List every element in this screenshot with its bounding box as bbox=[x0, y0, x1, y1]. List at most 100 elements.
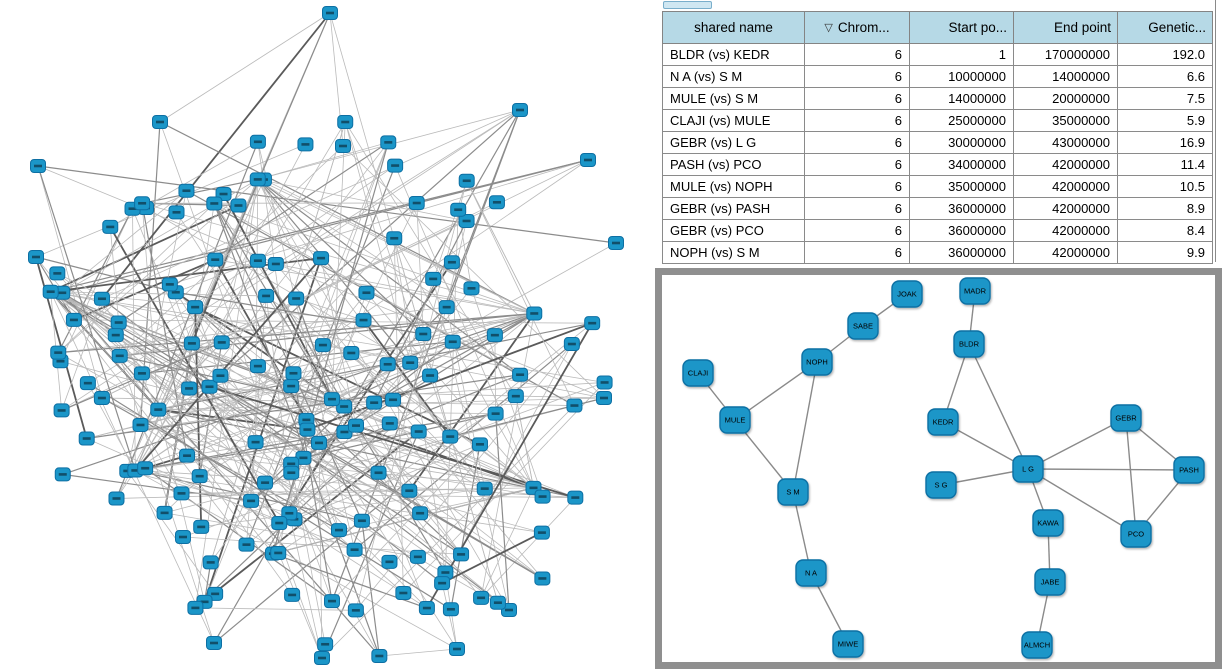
table-cell[interactable]: CLAJI (vs) MULE bbox=[662, 109, 805, 132]
network-node[interactable] bbox=[507, 389, 524, 404]
network-node-bldr[interactable]: BLDR bbox=[953, 330, 985, 358]
network-node[interactable] bbox=[288, 291, 305, 306]
horizontal-scrollbar-thumb[interactable] bbox=[663, 1, 712, 9]
network-node[interactable] bbox=[380, 135, 397, 150]
network-node[interactable] bbox=[283, 465, 300, 480]
network-node[interactable] bbox=[534, 571, 551, 586]
network-node[interactable] bbox=[336, 399, 353, 414]
network-node[interactable] bbox=[297, 137, 314, 152]
table-cell[interactable]: 36000000 bbox=[909, 219, 1014, 242]
network-node[interactable] bbox=[487, 406, 504, 421]
table-cell[interactable]: 6 bbox=[804, 197, 910, 220]
network-node[interactable] bbox=[110, 315, 127, 330]
network-node[interactable] bbox=[443, 255, 460, 270]
network-node[interactable] bbox=[444, 334, 461, 349]
network-node[interactable] bbox=[337, 115, 354, 130]
network-node[interactable] bbox=[187, 300, 204, 315]
network-node[interactable] bbox=[207, 252, 224, 267]
network-node[interactable] bbox=[347, 418, 364, 433]
network-node[interactable] bbox=[381, 416, 398, 431]
network-node[interactable] bbox=[387, 158, 404, 173]
table-cell[interactable]: 10000000 bbox=[909, 65, 1014, 88]
table-cell[interactable]: 36000000 bbox=[909, 197, 1014, 220]
table-cell[interactable]: 36000000 bbox=[909, 241, 1014, 264]
network-node-pco[interactable]: PCO bbox=[1120, 520, 1152, 548]
network-node[interactable] bbox=[284, 587, 301, 602]
network-node[interactable] bbox=[415, 326, 432, 341]
table-cell[interactable]: 6 bbox=[804, 219, 910, 242]
network-node[interactable] bbox=[409, 549, 426, 564]
table-cell[interactable]: 42000000 bbox=[1013, 219, 1118, 242]
table-row[interactable]: N A (vs) S M 6 10000000 14000000 6.6 bbox=[662, 65, 1213, 88]
network-node[interactable] bbox=[206, 196, 223, 211]
network-node[interactable] bbox=[137, 461, 154, 476]
table-cell[interactable]: 7.5 bbox=[1117, 87, 1213, 110]
network-node[interactable] bbox=[65, 312, 82, 327]
network-node-kedr[interactable]: KEDR bbox=[927, 408, 959, 436]
network-node[interactable] bbox=[156, 505, 173, 520]
network-node[interactable] bbox=[212, 368, 229, 383]
network-node[interactable] bbox=[358, 285, 375, 300]
column-header-chrom[interactable]: ▽ Chrom... bbox=[804, 11, 910, 44]
network-node[interactable] bbox=[408, 196, 425, 211]
table-cell[interactable]: 30000000 bbox=[909, 131, 1014, 154]
network-node-mule[interactable]: MULE bbox=[719, 406, 751, 434]
table-cell[interactable]: 8.9 bbox=[1117, 197, 1213, 220]
network-node[interactable] bbox=[366, 395, 383, 410]
table-row[interactable]: NOPH (vs) S M 6 36000000 42000000 9.9 bbox=[662, 241, 1213, 264]
network-node[interactable] bbox=[134, 196, 151, 211]
network-node[interactable] bbox=[230, 198, 247, 213]
network-node[interactable] bbox=[442, 429, 459, 444]
network-node[interactable] bbox=[281, 506, 298, 521]
network-node[interactable] bbox=[473, 590, 490, 605]
table-cell[interactable]: 6 bbox=[804, 131, 910, 154]
network-node[interactable] bbox=[418, 601, 435, 616]
table-cell[interactable]: 6 bbox=[804, 153, 910, 176]
network-node[interactable] bbox=[53, 403, 70, 418]
table-cell[interactable]: 6 bbox=[804, 65, 910, 88]
table-cell[interactable]: 6 bbox=[804, 241, 910, 264]
network-node[interactable] bbox=[567, 490, 584, 505]
network-node[interactable] bbox=[584, 316, 601, 331]
network-node[interactable] bbox=[285, 366, 302, 381]
network-node-n-a[interactable]: N A bbox=[795, 559, 827, 587]
network-node[interactable] bbox=[283, 379, 300, 394]
table-cell[interactable]: 35000000 bbox=[909, 175, 1014, 198]
network-node-miwe[interactable]: MIWE bbox=[832, 630, 864, 658]
network-node-almch[interactable]: ALMCH bbox=[1021, 631, 1053, 659]
network-node[interactable] bbox=[566, 398, 583, 413]
table-cell[interactable]: 6 bbox=[804, 175, 910, 198]
network-node[interactable] bbox=[310, 435, 327, 450]
network-node[interactable] bbox=[425, 271, 442, 286]
column-header-shared-name[interactable]: shared name bbox=[662, 11, 805, 44]
network-node[interactable] bbox=[50, 345, 67, 360]
network-node[interactable] bbox=[54, 467, 71, 482]
network-node[interactable] bbox=[379, 357, 396, 372]
table-row[interactable]: MULE (vs) NOPH 6 35000000 42000000 10.5 bbox=[662, 175, 1213, 198]
network-node[interactable] bbox=[534, 489, 551, 504]
network-detail-canvas[interactable]: JOAK MADR SABE BLDR NOPH CLAJI MULE KEDR GEBR L G… bbox=[662, 275, 1215, 662]
table-cell[interactable]: PASH (vs) PCO bbox=[662, 153, 805, 176]
table-cell[interactable]: N A (vs) S M bbox=[662, 65, 805, 88]
table-cell[interactable]: 6 bbox=[804, 43, 910, 66]
network-node[interactable] bbox=[102, 219, 119, 234]
table-cell[interactable]: NOPH (vs) S M bbox=[662, 241, 805, 264]
network-node[interactable] bbox=[249, 359, 266, 374]
table-row[interactable]: GEBR (vs) L G 6 30000000 43000000 16.9 bbox=[662, 131, 1213, 154]
network-node-sabe[interactable]: SABE bbox=[847, 312, 879, 340]
network-node[interactable] bbox=[476, 481, 493, 496]
network-node[interactable] bbox=[270, 545, 287, 560]
network-node[interactable] bbox=[335, 139, 351, 153]
network-node[interactable] bbox=[187, 600, 204, 615]
network-node[interactable] bbox=[93, 391, 110, 406]
filter-icon[interactable]: ▽ bbox=[824, 22, 833, 34]
network-node[interactable] bbox=[271, 516, 288, 531]
network-node[interactable] bbox=[193, 519, 210, 534]
network-node[interactable] bbox=[108, 491, 125, 506]
network-node[interactable] bbox=[347, 603, 364, 618]
table-cell[interactable]: 192.0 bbox=[1117, 43, 1213, 66]
network-node[interactable] bbox=[42, 284, 59, 299]
network-node[interactable] bbox=[471, 437, 488, 452]
network-node[interactable] bbox=[331, 523, 348, 538]
network-node[interactable] bbox=[488, 195, 505, 210]
